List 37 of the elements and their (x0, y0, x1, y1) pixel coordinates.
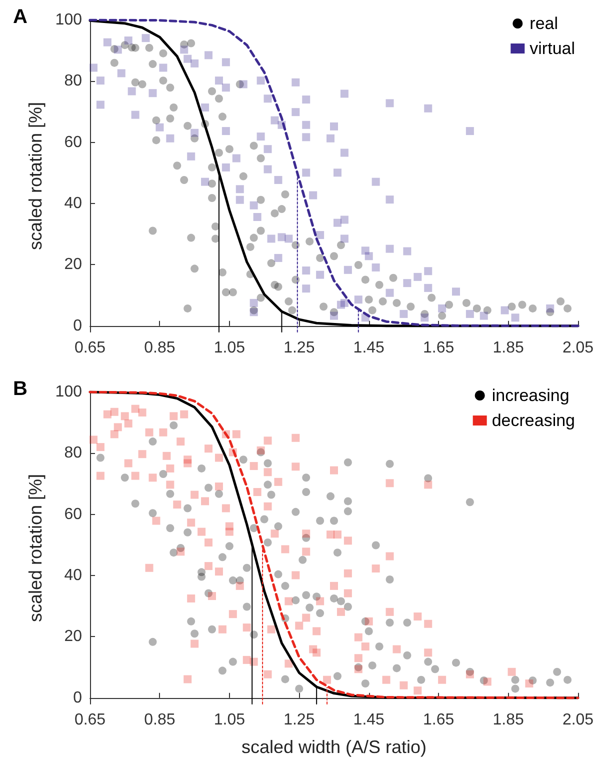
x-tick-label: 1.65 (423, 712, 454, 728)
x-tick-label: 1.25 (284, 712, 315, 728)
x-tick-label: 0.85 (144, 712, 176, 728)
legend-label: real (530, 14, 558, 33)
legend-label: virtual (530, 39, 576, 58)
y-tick-label: 100 (55, 12, 82, 28)
y-tick-label: 20 (64, 256, 82, 274)
x-tick-label: 0.65 (74, 712, 106, 728)
chart-title: B (13, 378, 28, 400)
x-tick-label: 0.65 (74, 340, 106, 356)
x-tick-label: 2.05 (562, 712, 594, 728)
legend-label: decreasing (492, 411, 576, 430)
y-axis-title: scaled rotation [%] (25, 474, 46, 622)
x-tick-label: 2.05 (562, 340, 594, 356)
x-tick-label: 1.25 (284, 340, 315, 356)
x-tick-label: 1.45 (353, 712, 385, 728)
chart-title: A (13, 6, 28, 28)
x-tick-label: 1.05 (214, 340, 246, 356)
x-tick-label: 1.45 (353, 340, 385, 356)
y-tick-label: 60 (64, 506, 82, 523)
y-tick-label: 80 (64, 72, 82, 90)
y-tick-label: 40 (64, 567, 82, 584)
legend-label: increasing (492, 386, 570, 405)
y-axis-title: scaled rotation [%] (25, 102, 46, 250)
y-tick-label: 0 (73, 689, 82, 706)
x-tick-label: 1.65 (423, 340, 454, 356)
y-tick-label: 60 (64, 134, 82, 151)
x-tick-label: 0.85 (144, 340, 176, 356)
y-tick-label: 0 (73, 317, 82, 334)
x-tick-label: 1.05 (214, 712, 246, 728)
y-tick-label: 80 (64, 444, 82, 462)
x-axis-title: scaled width (A/S ratio) (241, 737, 427, 757)
y-tick-label: 40 (64, 195, 82, 212)
x-tick-label: 1.85 (492, 340, 524, 356)
y-tick-label: 20 (64, 628, 82, 646)
y-tick-label: 100 (55, 384, 82, 400)
x-tick-label: 1.85 (492, 712, 524, 728)
